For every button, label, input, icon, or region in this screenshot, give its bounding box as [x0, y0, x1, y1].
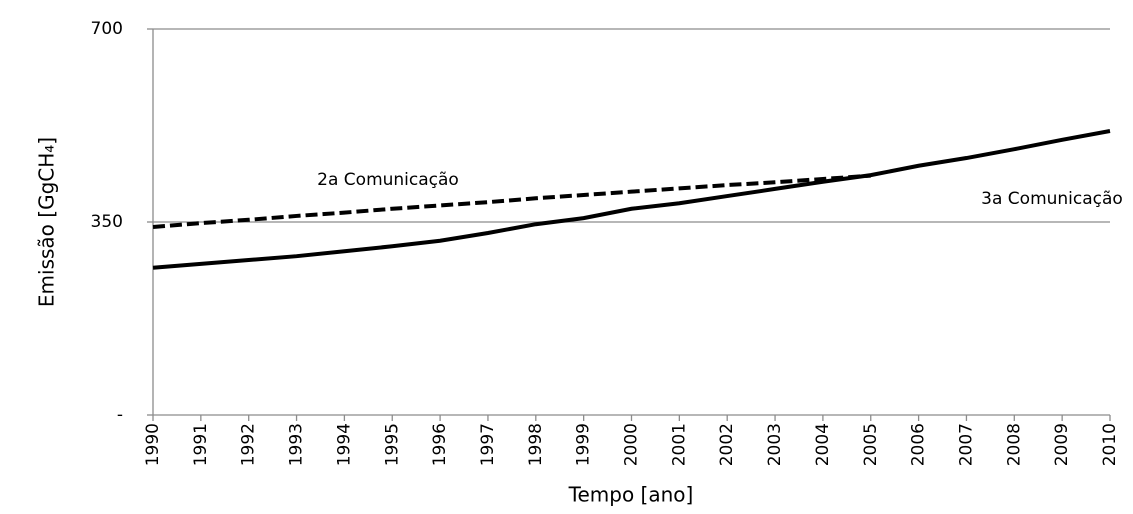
x-tick-label: 1997 [478, 423, 498, 466]
x-tick-label: 1993 [287, 423, 307, 466]
x-tick-label: 2000 [622, 423, 642, 466]
x-tick-label: 2007 [956, 423, 976, 466]
x-tick-label: 2008 [1004, 423, 1024, 466]
y-tick-label: 350 [91, 212, 123, 232]
x-axis-title: Tempo [ano] [568, 483, 694, 507]
x-tick-label: 1994 [334, 423, 354, 466]
x-tick-label: 1999 [574, 423, 594, 466]
x-tick-label: 2006 [909, 423, 929, 466]
x-tick-label: 1990 [143, 423, 163, 466]
x-tick-label: 1992 [239, 423, 259, 466]
x-tick-label: 1998 [526, 423, 546, 466]
x-tick-label: 2003 [765, 423, 785, 466]
y-axis-title: Emissão [GgCH₄] [35, 137, 59, 307]
series-line [152, 173, 871, 229]
y-tick-label: 700 [91, 19, 123, 39]
x-tick-label: 1996 [430, 423, 450, 466]
x-tick-label: 2002 [717, 423, 737, 466]
y-tick-label: - [117, 405, 123, 425]
x-tick-label: 2009 [1052, 423, 1072, 466]
x-tick-label: 1991 [191, 423, 211, 466]
x-tick-label: 2004 [813, 423, 833, 466]
x-tick-label: 1995 [382, 423, 402, 466]
series-line [152, 129, 1111, 270]
x-tick-label: 2005 [861, 423, 881, 466]
series-label: 2a Comunicação [317, 170, 459, 190]
x-tick-label: 2001 [669, 423, 689, 466]
x-tick-label: 2010 [1100, 423, 1120, 466]
series-label: 3a Comunicação [981, 189, 1123, 209]
